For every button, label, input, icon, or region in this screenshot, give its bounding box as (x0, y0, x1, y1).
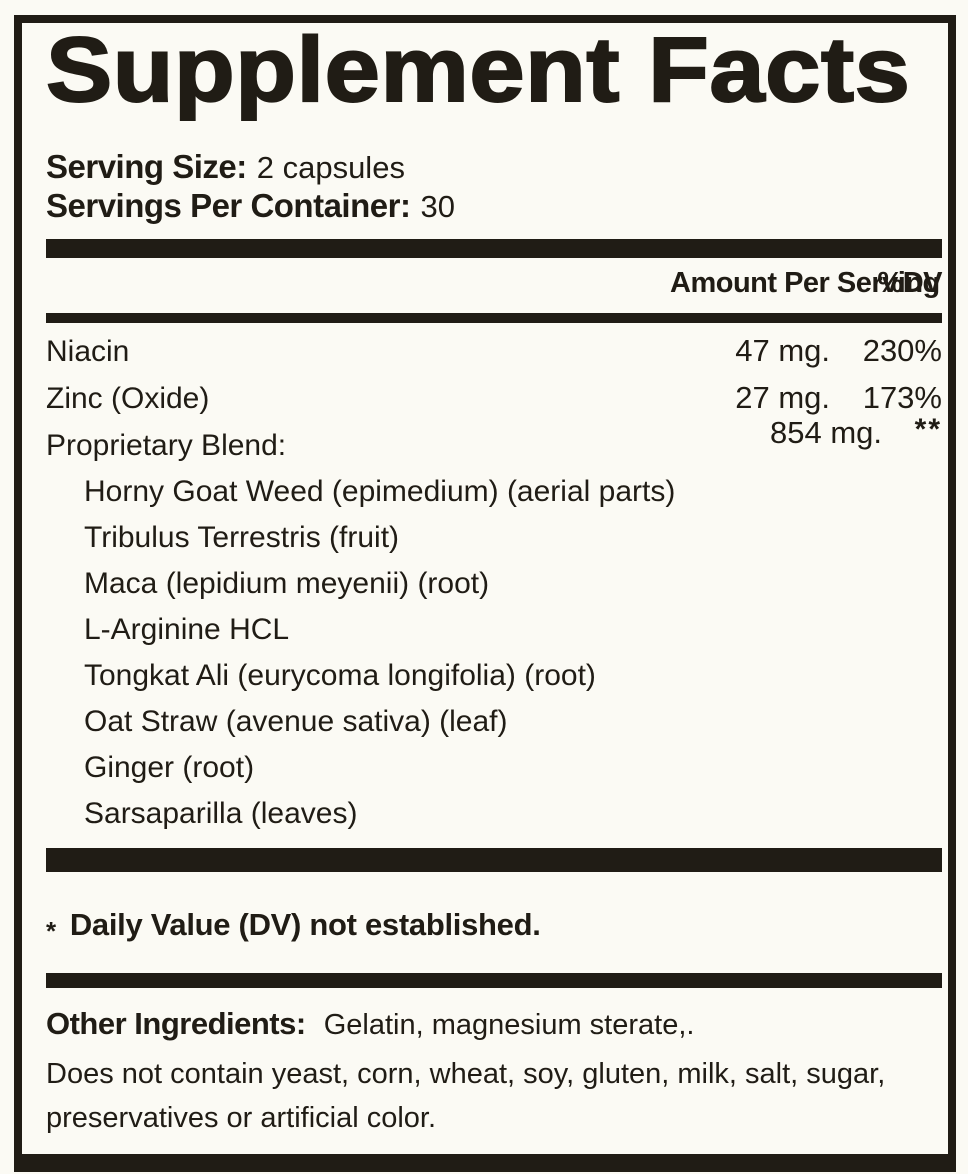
table-row: Niacin 47 mg. 230% (46, 328, 942, 375)
blend-ingredient: Tribulus Terrestris (fruit) (84, 521, 400, 554)
blend-ingredient: Ginger (root) (84, 751, 255, 784)
serving-info: Serving Size: 2 capsules Servings Per Con… (46, 148, 942, 226)
servings-per-container-value: 30 (420, 189, 455, 224)
nutrient-amount: 854 mg. (670, 415, 882, 468)
disclaimer-line: Does not contain yeast, corn, wheat, soy… (46, 1058, 886, 1090)
nutrient-name: Niacin (46, 335, 130, 368)
nutrient-name: Zinc (Oxide) (46, 382, 210, 415)
blend-ingredient: Horny Goat Weed (epimedium) (aerial part… (84, 475, 676, 508)
thick-divider-middle (46, 848, 942, 872)
disclaimer-line: preservatives or artificial color. (46, 1102, 437, 1134)
daily-value-footnote: * Daily Value (DV) not established. (46, 904, 942, 947)
servings-per-container-label: Servings Per Container: (46, 187, 411, 224)
serving-size-label: Serving Size: (46, 148, 247, 185)
blend-ingredient-list: Horny Goat Weed (epimedium) (aerial part… (46, 469, 942, 837)
serving-size-row: Serving Size: 2 capsules (46, 148, 942, 187)
blend-ingredient: Sarsaparilla (leaves) (84, 797, 358, 830)
blend-ingredient: Tongkat Ali (eurycoma longifolia) (root) (84, 659, 596, 692)
amount-per-serving-header: Amount Per Serving (670, 267, 940, 299)
allergen-disclaimer: Does not contain yeast, corn, wheat, soy… (46, 1052, 942, 1140)
thick-divider-top (46, 239, 942, 258)
serving-size-value: 2 capsules (256, 150, 405, 185)
other-ingredients-row: Other Ingredients: Gelatin, magnesium ste… (46, 1002, 942, 1047)
page-title: Supplement Facts (45, 19, 911, 121)
table-row: Zinc (Oxide) 27 mg. 173% (46, 375, 942, 422)
asterisk-symbol: * (46, 916, 56, 946)
footnote-text: Daily Value (DV) not established. (69, 907, 541, 942)
blend-ingredient: L-Arginine HCL (84, 613, 290, 646)
header-divider (46, 313, 942, 323)
nutrient-dv: 230% (862, 333, 942, 368)
blend-ingredient: Oat Straw (avenue sativa) (leaf) (84, 705, 508, 738)
nutrient-amount: 47 mg. (735, 333, 830, 368)
nutrient-name: Proprietary Blend: (46, 429, 287, 462)
nutrient-dv: ** (830, 413, 942, 469)
table-header-row: Amount Per Serving %DV (46, 263, 943, 303)
supplement-facts-label: Supplement Facts Serving Size: 2 capsules… (14, 15, 956, 1172)
other-ingredients-label: Other Ingredients: (46, 1006, 306, 1041)
blend-amount: 854 mg. (769, 415, 882, 450)
percent-dv-header: %DV (877, 267, 942, 299)
other-ingredients-value: Gelatin, magnesium sterate,. (323, 1009, 695, 1041)
servings-per-container-row: Servings Per Container: 30 (46, 187, 942, 226)
nutrient-dv: 173% (862, 380, 942, 415)
blend-ingredient: Maca (lepidium meyenii) (root) (84, 567, 490, 600)
thick-divider-bottom (46, 973, 942, 988)
nutrient-amount: 27 mg. (735, 380, 830, 415)
blend-dv-asterisks: ** (914, 413, 942, 446)
nutrient-table: Niacin 47 mg. 230% Zinc (Oxide) 27 mg. 1… (46, 328, 942, 837)
table-row-proprietary-blend: Proprietary Blend: 854 mg. ** (46, 413, 942, 469)
